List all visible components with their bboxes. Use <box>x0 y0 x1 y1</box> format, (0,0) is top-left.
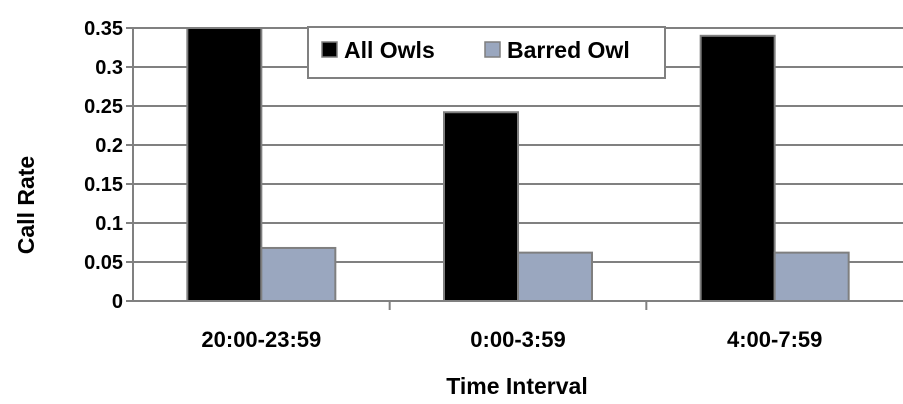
axes <box>132 28 903 310</box>
bar-all-owls <box>699 34 776 303</box>
y-tick-label: 0.1 <box>95 213 123 235</box>
bar-barred-owl <box>773 251 850 302</box>
legend-swatch-barred-owl <box>484 41 501 58</box>
bar-all-owls <box>443 111 519 302</box>
y-tick-label: 0 <box>112 291 123 313</box>
bar-barred-owl <box>517 251 593 302</box>
x-tick-labels: 20:00-23:59 0:00-3:59 4:00-7:59 <box>201 327 822 352</box>
y-tick-label: 0.05 <box>84 252 123 274</box>
y-tick-label: 0.3 <box>95 57 123 79</box>
legend-label-all-owls: All Owls <box>344 37 435 63</box>
bar-barred-owl <box>260 246 337 303</box>
y-tick-labels: 0 0.05 0.1 0.15 0.2 0.25 0.3 0.35 <box>84 18 123 313</box>
x-axis-title: Time Interval <box>446 373 587 399</box>
y-tick-label: 0.2 <box>95 135 123 157</box>
y-tick-label: 0.15 <box>84 174 123 196</box>
x-tick-label: 20:00-23:59 <box>201 327 321 352</box>
y-tick-label: 0.35 <box>84 18 123 40</box>
y-tick-label: 0.25 <box>84 96 123 118</box>
y-axis-title: Call Rate <box>13 156 39 254</box>
legend: All Owls Barred Owl <box>307 26 666 79</box>
bars <box>186 27 850 303</box>
x-tick-label: 4:00-7:59 <box>727 327 822 352</box>
x-tick-label: 0:00-3:59 <box>470 327 565 352</box>
legend-swatch-all-owls <box>321 41 338 58</box>
bar-all-owls <box>186 27 263 302</box>
legend-label-barred-owl: Barred Owl <box>507 37 630 63</box>
